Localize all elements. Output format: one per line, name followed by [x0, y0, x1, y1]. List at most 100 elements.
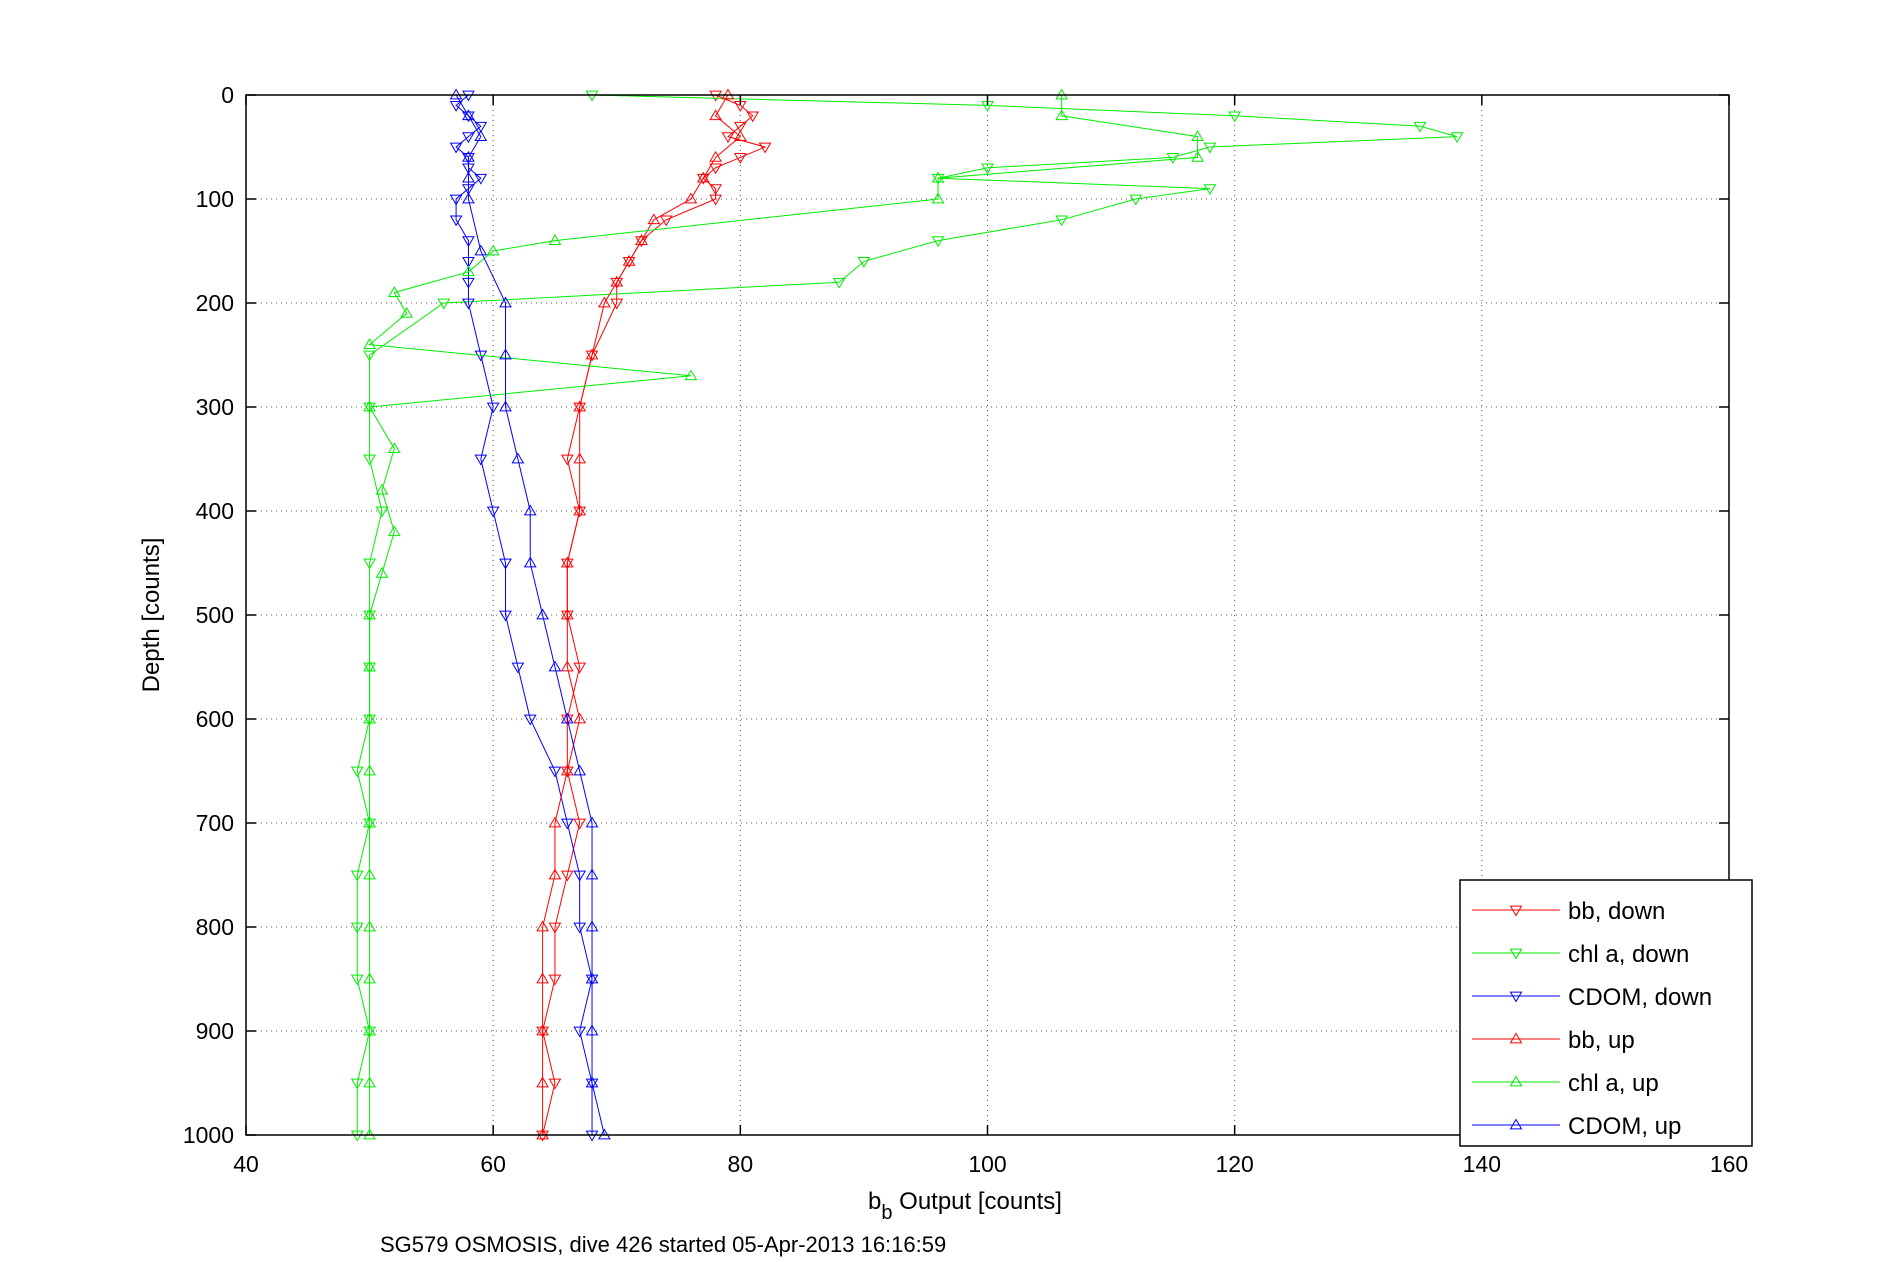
series-bb-up — [536, 88, 747, 1140]
axis-ticks: 40 60 80 100 120 140 160 0 100 200 300 400 500 600 700… — [183, 82, 1748, 1177]
data-point-bb-down — [746, 111, 760, 123]
data-point-chl-a-up — [931, 192, 945, 204]
data-point-cdom-up — [598, 1128, 611, 1140]
data-point-bb-down — [548, 922, 562, 934]
data-point-chl-a-up — [363, 1128, 376, 1140]
legend-marker — [1509, 1075, 1523, 1087]
data-point-bb-up — [573, 504, 587, 516]
data-point-bb-down — [721, 132, 735, 144]
series-cdom-up — [449, 88, 611, 1140]
data-point-bb-up — [610, 275, 624, 287]
data-point-chl-a-up — [387, 442, 401, 453]
x-tick-label: 80 — [728, 1151, 754, 1177]
data-point-bb-up — [548, 816, 562, 828]
data-point-cdom-up — [548, 660, 562, 672]
data-point-bb-up — [635, 234, 648, 245]
data-point-cdom-up — [462, 109, 475, 121]
data-point-chl-a-down — [350, 766, 364, 778]
data-point-bb-down — [635, 236, 648, 248]
data-point-chl-a-up — [1191, 150, 1204, 162]
series-chl-a-up — [363, 88, 1204, 1140]
data-point-cdom-up — [560, 712, 574, 724]
data-point-cdom-up — [585, 1024, 599, 1036]
data-point-chl-a-down — [1450, 132, 1464, 144]
data-point-cdom-up — [449, 88, 463, 100]
footer-caption: SG579 OSMOSIS, dive 426 started 05-Apr-2… — [380, 1232, 946, 1257]
x-axis-title-subscript: b — [881, 1202, 892, 1224]
series-line-chl-a-down — [356, 94, 1458, 1135]
data-point-chl-a-down — [1413, 121, 1427, 133]
data-point-bb-down — [733, 121, 747, 133]
data-point-cdom-down — [585, 1130, 599, 1142]
data-point-cdom-up — [474, 130, 488, 141]
data-point-bb-down — [560, 766, 574, 778]
data-point-bb-down — [548, 1078, 562, 1090]
x-tick-label: 60 — [480, 1151, 506, 1177]
data-point-chl-a-down — [1166, 153, 1180, 164]
data-point-bb-down — [758, 142, 772, 154]
data-point-bb-down — [610, 277, 624, 289]
data-point-chl-a-up — [684, 369, 698, 381]
data-point-bb-up — [548, 868, 562, 880]
data-point-cdom-down — [462, 132, 475, 144]
data-point-chl-a-down — [931, 236, 945, 248]
data-point-cdom-down — [462, 257, 475, 268]
data-point-chl-a-down — [375, 506, 389, 518]
data-marks — [350, 88, 1464, 1142]
data-point-bb-down — [560, 714, 574, 726]
data-point-chl-a-up — [1191, 130, 1204, 141]
data-point-cdom-down — [573, 1026, 587, 1038]
data-point-cdom-down — [449, 194, 463, 206]
legend-frame — [1459, 879, 1753, 1147]
data-point-bb-down — [560, 454, 574, 466]
data-point-chl-a-up — [363, 1024, 376, 1036]
data-point-cdom-up — [573, 764, 587, 776]
data-point-chl-a-down — [1228, 111, 1242, 123]
series-chl-a-down — [350, 90, 1464, 1142]
data-point-bb-up — [709, 109, 722, 121]
data-point-bb-up — [536, 1024, 549, 1036]
data-point-bb-up — [560, 608, 574, 620]
series-bb-down — [536, 90, 772, 1142]
data-point-cdom-up — [462, 192, 475, 204]
legend-marker — [1509, 1118, 1523, 1130]
data-point-cdom-up — [523, 556, 537, 568]
data-point-bb-up — [622, 254, 636, 266]
legend-label: CDOM, up — [1568, 1113, 1681, 1140]
data-point-chl-a-up — [400, 306, 414, 318]
data-point-bb-down — [585, 350, 599, 362]
data-point-bb-up — [598, 296, 611, 308]
series-line-cdom-up — [455, 94, 605, 1136]
data-point-cdom-down — [462, 90, 475, 102]
data-point-cdom-down — [548, 766, 562, 778]
data-point-bb-up — [733, 130, 747, 141]
data-point-bb-down — [610, 298, 624, 310]
data-point-cdom-up — [585, 1076, 599, 1088]
data-point-cdom-up — [585, 920, 599, 932]
data-point-chl-a-up — [363, 920, 376, 932]
data-point-chl-a-up — [375, 483, 389, 495]
data-point-chl-a-down — [350, 974, 364, 986]
data-point-cdom-down — [462, 111, 475, 123]
legend-marker — [1509, 948, 1523, 960]
data-point-chl-a-down — [363, 402, 376, 414]
data-point-chl-a-up — [548, 234, 562, 245]
data-point-cdom-down — [474, 173, 488, 185]
data-point-cdom-down — [462, 277, 475, 289]
legend-label: bb, up — [1568, 1027, 1635, 1054]
data-point-chl-a-up — [931, 171, 945, 183]
data-point-cdom-up — [585, 816, 599, 828]
legend-marker — [1509, 991, 1523, 1003]
series-cdom-down — [449, 90, 599, 1142]
data-point-bb-up — [573, 452, 587, 464]
data-point-cdom-up — [585, 868, 599, 880]
data-point-bb-up — [536, 920, 549, 932]
data-point-bb-up — [536, 1076, 549, 1088]
data-point-cdom-up — [462, 171, 475, 183]
data-point-chl-a-down — [350, 870, 364, 882]
data-point-chl-a-up — [363, 816, 376, 828]
data-point-bb-down — [573, 818, 587, 830]
data-point-chl-a-down — [931, 173, 945, 185]
y-tick-label: 800 — [196, 914, 234, 940]
y-tick-label: 500 — [196, 602, 234, 628]
